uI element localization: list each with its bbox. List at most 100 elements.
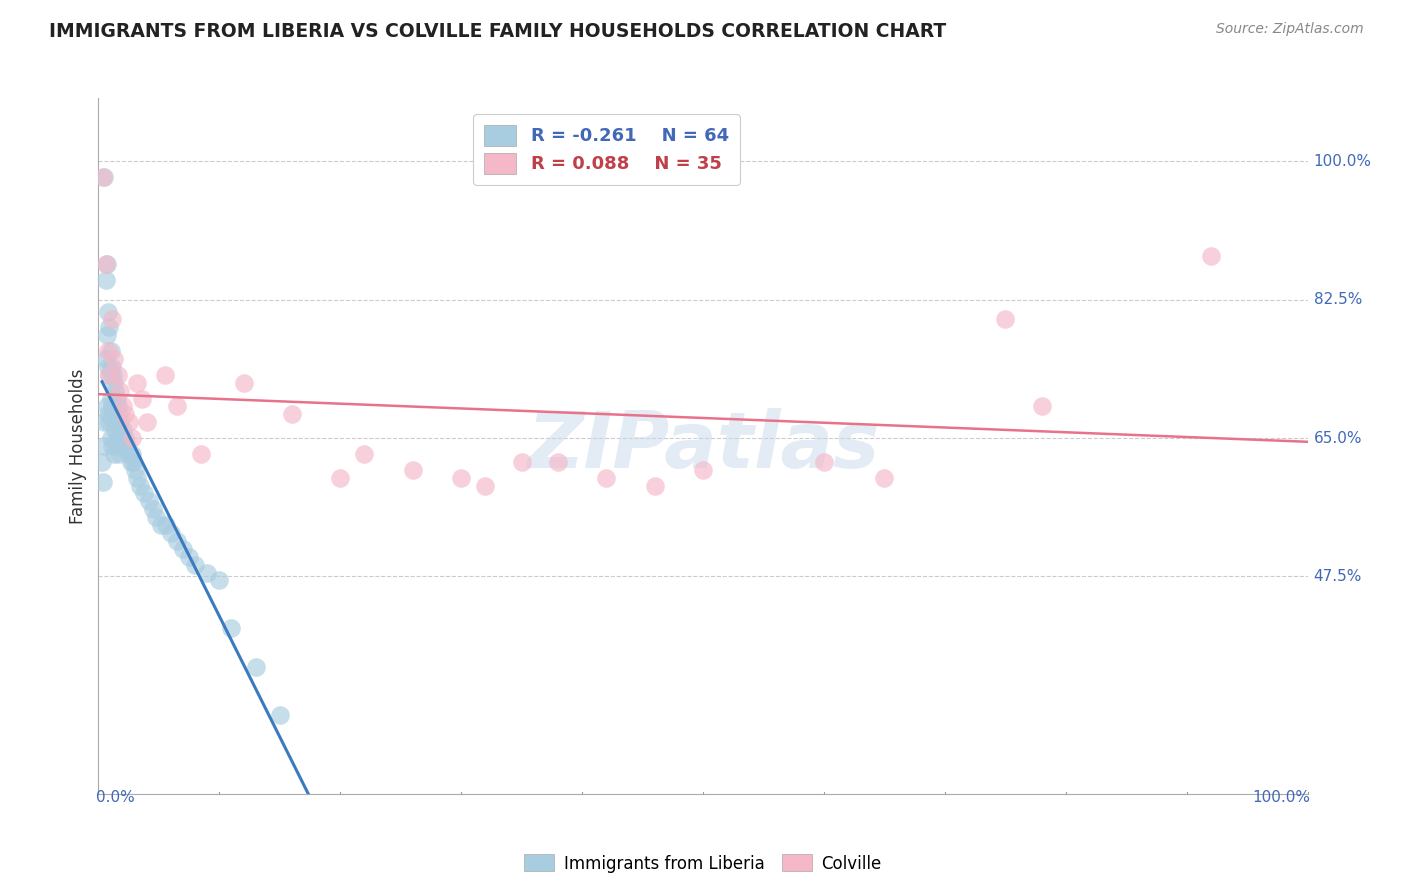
Point [97,359,120,374]
Text: 100.0%: 100.0% [1313,154,1372,169]
Y-axis label: Family Households: Family Households [69,368,87,524]
Point [96,400,118,414]
Point [138,494,160,508]
Point [97,304,120,318]
Point [114,408,136,422]
Point [195,566,218,580]
Point [97,344,120,359]
Point [96,328,118,343]
Point [98,368,121,382]
Point [813,455,835,469]
Point [153,368,176,382]
Point [474,478,496,492]
Point [101,368,124,382]
Legend: R = -0.261    N = 64, R = 0.088    N = 35: R = -0.261 N = 64, R = 0.088 N = 35 [472,114,740,185]
Point [94,352,117,367]
Point [100,359,122,374]
Point [93,170,115,185]
Point [160,526,183,541]
Point [450,470,472,484]
Point [118,415,141,429]
Point [547,455,569,469]
Point [118,447,141,461]
Point [128,478,150,492]
Point [105,392,128,406]
Point [134,486,156,500]
Point [98,415,121,429]
Point [98,320,121,334]
Point [94,257,117,271]
Point [100,439,122,453]
Point [1031,400,1053,414]
Point [112,439,135,453]
Point [108,415,131,429]
Text: IMMIGRANTS FROM LIBERIA VS COLVILLE FAMILY HOUSEHOLDS CORRELATION CHART: IMMIGRANTS FROM LIBERIA VS COLVILLE FAMI… [49,22,946,41]
Point [595,470,617,484]
Text: 82.5%: 82.5% [1313,293,1362,307]
Text: 100.0%: 100.0% [1251,790,1310,805]
Point [127,376,149,390]
Point [104,423,127,437]
Point [145,510,167,524]
Point [97,408,120,422]
Point [107,368,129,382]
Point [93,415,115,429]
Text: Source: ZipAtlas.com: Source: ZipAtlas.com [1216,22,1364,37]
Point [155,518,177,533]
Text: ZIPatlas: ZIPatlas [527,408,879,484]
Point [107,400,129,414]
Point [166,400,188,414]
Point [96,257,118,271]
Point [245,660,267,674]
Point [104,384,127,398]
Point [190,447,212,461]
Point [120,455,142,469]
Point [111,423,134,437]
Point [166,533,188,548]
Point [121,447,143,461]
Text: 0.0%: 0.0% [96,790,135,805]
Point [150,518,173,533]
Point [184,558,207,572]
Point [93,439,115,453]
Point [101,408,124,422]
Point [142,502,165,516]
Point [100,392,122,406]
Point [103,415,125,429]
Point [281,408,304,422]
Point [103,352,125,367]
Point [91,170,114,185]
Point [108,408,131,422]
Point [127,470,149,484]
Point [232,376,254,390]
Point [105,431,128,445]
Point [103,447,125,461]
Point [994,312,1017,326]
Point [108,384,131,398]
Point [121,431,143,445]
Point [510,455,533,469]
Point [98,368,121,382]
Point [873,470,896,484]
Point [329,470,352,484]
Point [221,621,243,635]
Point [208,574,231,588]
Point [111,400,134,414]
Point [122,455,145,469]
Text: 65.0%: 65.0% [1313,431,1362,446]
Point [114,431,136,445]
Point [100,312,122,326]
Point [269,707,291,722]
Point [94,273,117,287]
Point [110,431,132,445]
Point [91,475,114,489]
Point [124,463,146,477]
Point [131,392,153,406]
Point [103,376,125,390]
Point [107,439,129,453]
Point [100,344,122,359]
Point [692,463,714,477]
Point [117,439,139,453]
Point [402,463,425,477]
Point [135,415,157,429]
